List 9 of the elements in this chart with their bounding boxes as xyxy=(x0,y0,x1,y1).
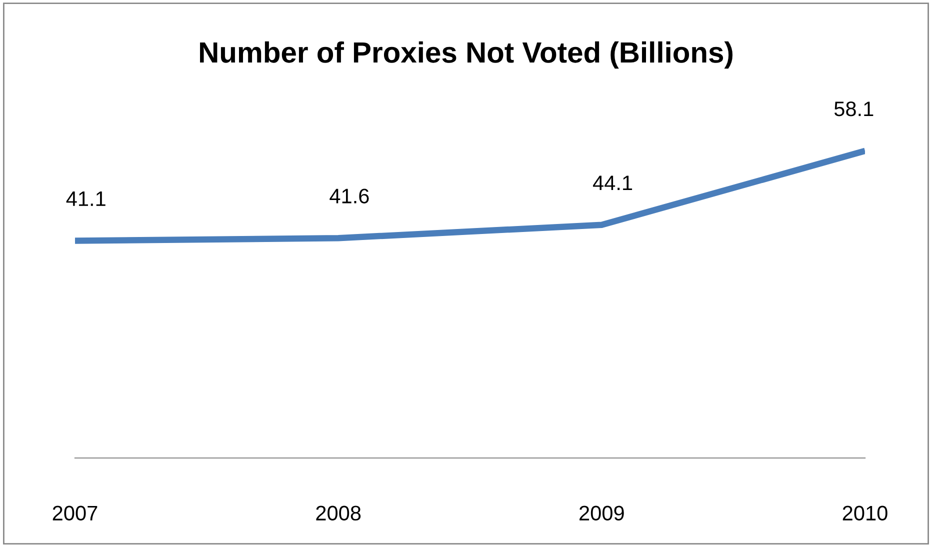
x-tick-label: 2008 xyxy=(316,506,361,521)
chart-title: Number of Proxies Not Voted (Billions) xyxy=(200,41,732,69)
x-tick-label: 2010 xyxy=(842,506,888,521)
x-tick-label: 2009 xyxy=(580,506,624,521)
data-label: 41.6 xyxy=(330,188,369,204)
data-label: 58.1 xyxy=(834,101,874,116)
x-tick-label: 2007 xyxy=(52,506,98,521)
data-label: 44.1 xyxy=(592,176,632,190)
data-label: 41.1 xyxy=(66,192,106,206)
